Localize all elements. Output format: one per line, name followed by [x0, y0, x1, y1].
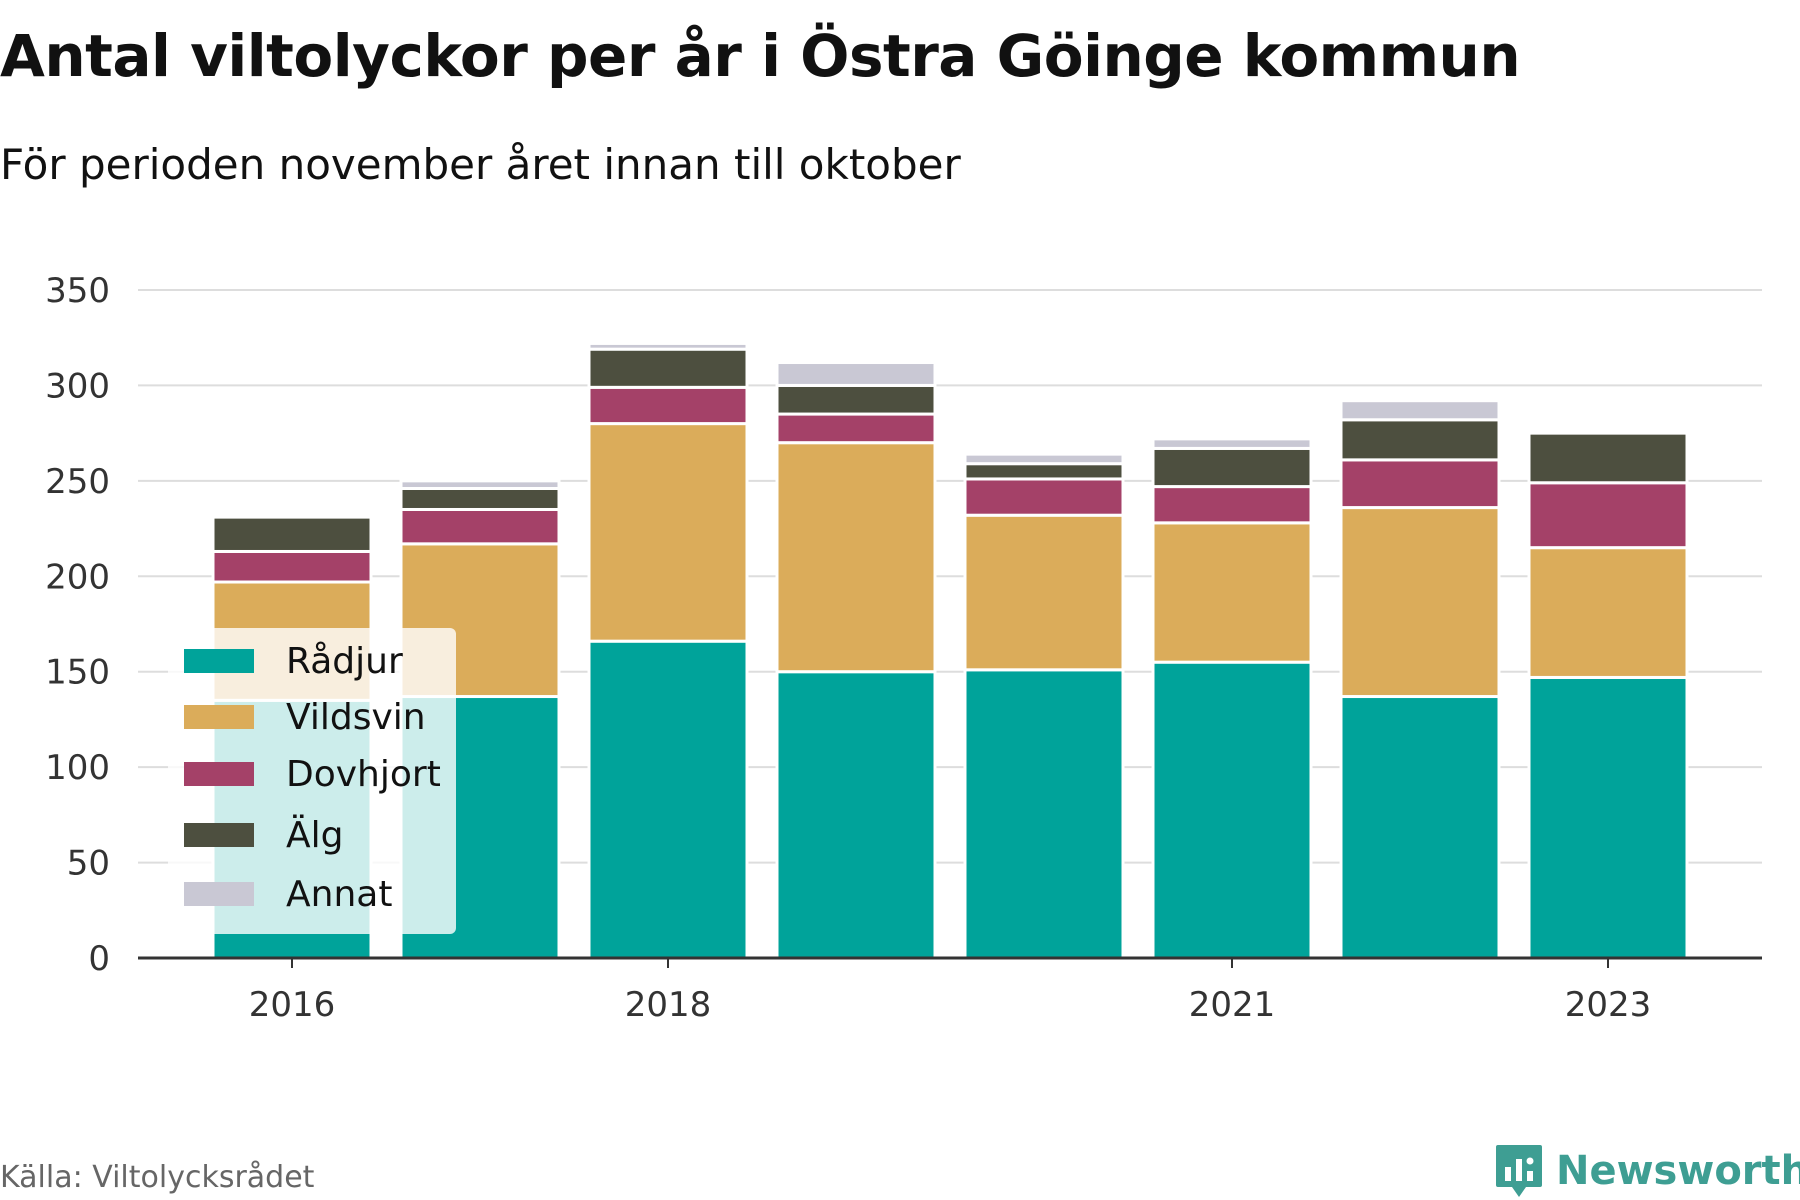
- bar-segment: [963, 513, 1125, 672]
- bar-segment: [963, 477, 1125, 517]
- bar-segment: [1151, 660, 1313, 960]
- y-tick-label: 200: [45, 557, 110, 597]
- bar-segment: [775, 670, 937, 960]
- bar-segment: [775, 361, 937, 387]
- bar-segment: [211, 515, 373, 553]
- bar-segment: [963, 668, 1125, 960]
- y-tick-label: 0: [88, 939, 110, 979]
- bar-segment: [1151, 437, 1313, 450]
- y-tick-label: 150: [45, 653, 110, 693]
- legend-box: [168, 628, 456, 934]
- legend-swatch: [184, 762, 254, 786]
- bar-segment: [775, 441, 937, 674]
- bar-segment: [399, 486, 561, 511]
- bar-segment: [1527, 431, 1689, 485]
- bar-segment: [587, 341, 749, 351]
- bar-segment: [399, 507, 561, 546]
- legend-swatch: [184, 649, 254, 673]
- bar-segment: [587, 422, 749, 643]
- bar-segment: [1339, 695, 1501, 960]
- legend-swatch: [184, 705, 254, 729]
- bar-segment: [1527, 546, 1689, 679]
- legend-swatch: [184, 823, 254, 847]
- y-tick-label: 350: [45, 271, 110, 311]
- newsworthy-logo-icon: [1496, 1145, 1542, 1197]
- bar-segment: [1339, 399, 1501, 422]
- bar-segment: [1339, 506, 1501, 699]
- chart-subtitle: För perioden november året innan till ok…: [0, 140, 961, 189]
- bar-segment: [1151, 446, 1313, 489]
- legend-label: Dovhjort: [286, 754, 441, 795]
- x-tick-label: 2016: [249, 985, 336, 1025]
- bar-segment: [587, 385, 749, 426]
- bar-segment: [1151, 521, 1313, 664]
- bar-segment: [1527, 481, 1689, 550]
- bar-segment: [963, 452, 1125, 466]
- y-tick-label: 100: [45, 748, 110, 788]
- bar-segment: [775, 412, 937, 445]
- x-tick-label: 2023: [1565, 985, 1652, 1025]
- brand-name: Newsworthy: [1556, 1148, 1800, 1194]
- bar-segment: [1151, 485, 1313, 525]
- legend-label: Älg: [286, 814, 343, 856]
- source-note: Källa: Viltolycksrådet: [0, 1160, 315, 1195]
- legend-label: Vildsvin: [286, 697, 426, 738]
- legend: Rådjur Vildsvin Dovhjort Älg Annat: [168, 628, 456, 934]
- bar-segment: [963, 462, 1125, 481]
- y-tick-label: 50: [67, 844, 110, 884]
- bar-segment: [1339, 418, 1501, 462]
- chart-title: Antal viltolyckor per år i Östra Göinge …: [0, 22, 1521, 90]
- x-tick-label: 2021: [1189, 985, 1276, 1025]
- bar-segment: [1527, 675, 1689, 960]
- bar-segment: [775, 383, 937, 416]
- legend-label: Annat: [286, 874, 392, 915]
- bar-segment: [1339, 458, 1501, 510]
- bar-segment: [587, 347, 749, 389]
- bar-segment: [399, 479, 561, 490]
- legend-label: Rådjur: [286, 641, 403, 682]
- y-tick-label: 250: [45, 462, 110, 502]
- axes: 0 50 100 150 200 250 300 350 2016 2018 2021 2023: [45, 271, 1762, 1025]
- x-tick-label: 2018: [625, 985, 712, 1025]
- y-tick-label: 300: [45, 366, 110, 406]
- newsworthy-logo: Newsworthy: [1494, 1143, 1800, 1199]
- bar-segment: [587, 639, 749, 960]
- legend-swatch: [184, 882, 254, 906]
- bar-segment: [211, 549, 373, 584]
